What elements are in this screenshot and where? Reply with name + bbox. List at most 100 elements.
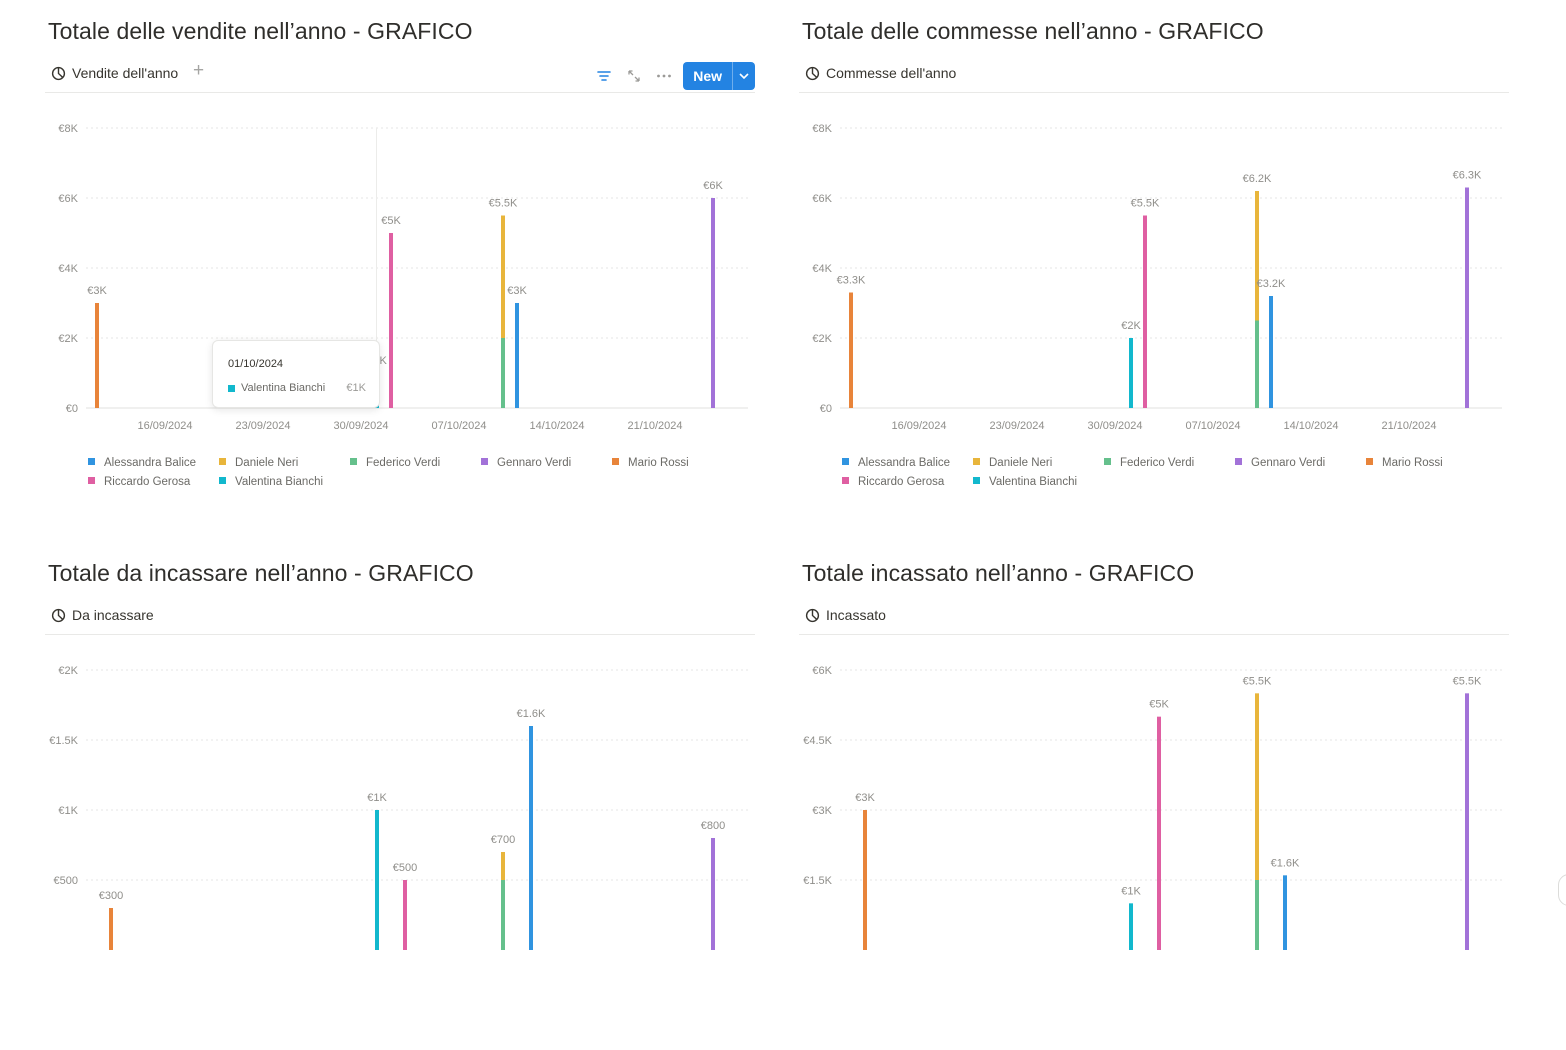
y-tick-label: €0 (66, 403, 78, 415)
bar-gennaro-verdi (711, 198, 715, 408)
x-tick-label: 30/09/2024 (1087, 420, 1142, 432)
bar-riccardo-gerosa (1143, 215, 1147, 408)
bar-mario-rossi (109, 908, 113, 950)
bar-riccardo-gerosa (403, 880, 407, 950)
legend-label: Gennaro Verdi (497, 457, 571, 469)
tooltip-date: 01/10/2024 (228, 358, 284, 370)
chevron-down-icon[interactable] (732, 62, 755, 90)
y-tick-label: €6K (58, 193, 78, 205)
bar-riccardo-gerosa (1157, 716, 1161, 950)
bar-mario-rossi (863, 810, 867, 950)
page-title: Totale delle vendite nell’anno - GRAFICO (48, 18, 473, 44)
view-bar: Incassato (799, 604, 1509, 635)
data-label: €2K (1121, 320, 1141, 332)
bar-alessandra-balice (1269, 296, 1273, 408)
tooltip-row: Valentina Bianchi €1K (228, 382, 366, 394)
chart-view-icon (51, 66, 66, 80)
bar-alessandra-balice (515, 303, 519, 408)
legend-swatch (973, 458, 980, 465)
add-view-icon[interactable]: + (193, 60, 205, 81)
y-tick-label: €0 (820, 403, 832, 415)
view-tab-label: Incassato (826, 607, 886, 623)
y-tick-label: €3K (812, 805, 832, 817)
page-title: Totale incassato nell’anno - GRAFICO (802, 560, 1195, 586)
legend-label: Daniele Neri (989, 457, 1052, 469)
chart-vendite: €0 €2K €4K €6K €8K 16/09/2024 23/09/2024 30/09/… (58, 123, 748, 488)
legend-label: Mario Rossi (1382, 457, 1443, 469)
bar-federico-verdi (1255, 320, 1259, 408)
bar-federico-verdi (1255, 880, 1259, 950)
y-tick-label: €6K (812, 193, 832, 205)
bar-daniele-neri (1255, 693, 1259, 880)
data-label: €5.5K (1131, 198, 1160, 210)
y-tick-label: €2K (812, 333, 832, 345)
legend-swatch (973, 477, 980, 484)
data-label: €5.5K (1243, 675, 1272, 687)
legend-label: Mario Rossi (628, 457, 689, 469)
bar-federico-verdi (501, 338, 505, 408)
bar-daniele-neri (1255, 191, 1259, 321)
bar-mario-rossi (95, 303, 99, 408)
legend-swatch (842, 477, 849, 484)
data-label: €1K (367, 792, 387, 804)
legend-swatch (481, 458, 488, 465)
legend-label: Valentina Bianchi (235, 476, 323, 488)
x-tick-label: 07/10/2024 (431, 420, 486, 432)
legend-label: Riccardo Gerosa (858, 476, 945, 488)
data-label: €3K (87, 285, 107, 297)
view-tab-incassato[interactable]: Incassato (805, 607, 886, 623)
x-tick-label: 23/09/2024 (235, 420, 290, 432)
legend-swatch (842, 458, 849, 465)
bar-daniele-neri (501, 852, 505, 880)
view-tab-da-incassare[interactable]: Da incassare (51, 607, 154, 623)
legend-label: Alessandra Balice (858, 457, 950, 469)
bar-gennaro-verdi (1465, 693, 1469, 950)
bar-alessandra-balice (1283, 875, 1287, 950)
legend-swatch (1104, 458, 1111, 465)
bar-gennaro-verdi (1465, 187, 1469, 408)
bar-federico-verdi (501, 880, 505, 950)
bar-valentina-bianchi (375, 810, 379, 950)
data-label: €1K (1121, 885, 1141, 897)
view-tab-vendite[interactable]: Vendite dell'anno (51, 65, 178, 81)
more-icon[interactable] (649, 64, 679, 88)
legend-swatch (219, 477, 226, 484)
page-title: Totale delle commesse nell’anno - GRAFIC… (802, 18, 1264, 44)
page-title: Totale da incassare nell’anno - GRAFICO (48, 560, 474, 586)
data-label: €5K (381, 215, 401, 227)
chart-view-icon (51, 608, 66, 622)
legend-swatch (350, 458, 357, 465)
legend-label: Federico Verdi (366, 457, 440, 469)
data-label: €1.6K (517, 708, 546, 720)
x-tick-label: 14/10/2024 (529, 420, 584, 432)
bar-gennaro-verdi (711, 838, 715, 950)
filter-icon[interactable] (589, 64, 619, 88)
y-tick-label: €4K (812, 263, 832, 275)
view-bar: Vendite dell'anno + New (45, 60, 755, 93)
tooltip-series: Valentina Bianchi (241, 382, 326, 394)
x-tick-label: 23/09/2024 (989, 420, 1044, 432)
y-tick-label: €6K (812, 665, 832, 677)
y-tick-label: €1.5K (49, 735, 78, 747)
view-tab-commesse[interactable]: Commesse dell'anno (805, 65, 956, 81)
data-label: €6.2K (1243, 173, 1272, 185)
data-label: €300 (99, 890, 123, 902)
scroll-handle[interactable] (1558, 874, 1566, 906)
x-tick-label: 14/10/2024 (1283, 420, 1338, 432)
new-button[interactable]: New (683, 62, 755, 90)
legend-swatch (1366, 458, 1373, 465)
view-bar: Commesse dell'anno (799, 62, 1509, 93)
bar-daniele-neri (501, 215, 505, 338)
data-label: €500 (393, 862, 417, 874)
y-tick-label: €500 (54, 875, 78, 887)
y-tick-label: €2K (58, 333, 78, 345)
data-label: €5.5K (1453, 675, 1482, 687)
legend-swatch (88, 477, 95, 484)
bar-mario-rossi (849, 292, 853, 408)
legend-label: Valentina Bianchi (989, 476, 1077, 488)
legend-swatch (88, 458, 95, 465)
chart-view-icon (805, 608, 820, 622)
expand-icon[interactable] (619, 64, 649, 88)
legend-label: Daniele Neri (235, 457, 298, 469)
legend-swatch (1235, 458, 1242, 465)
